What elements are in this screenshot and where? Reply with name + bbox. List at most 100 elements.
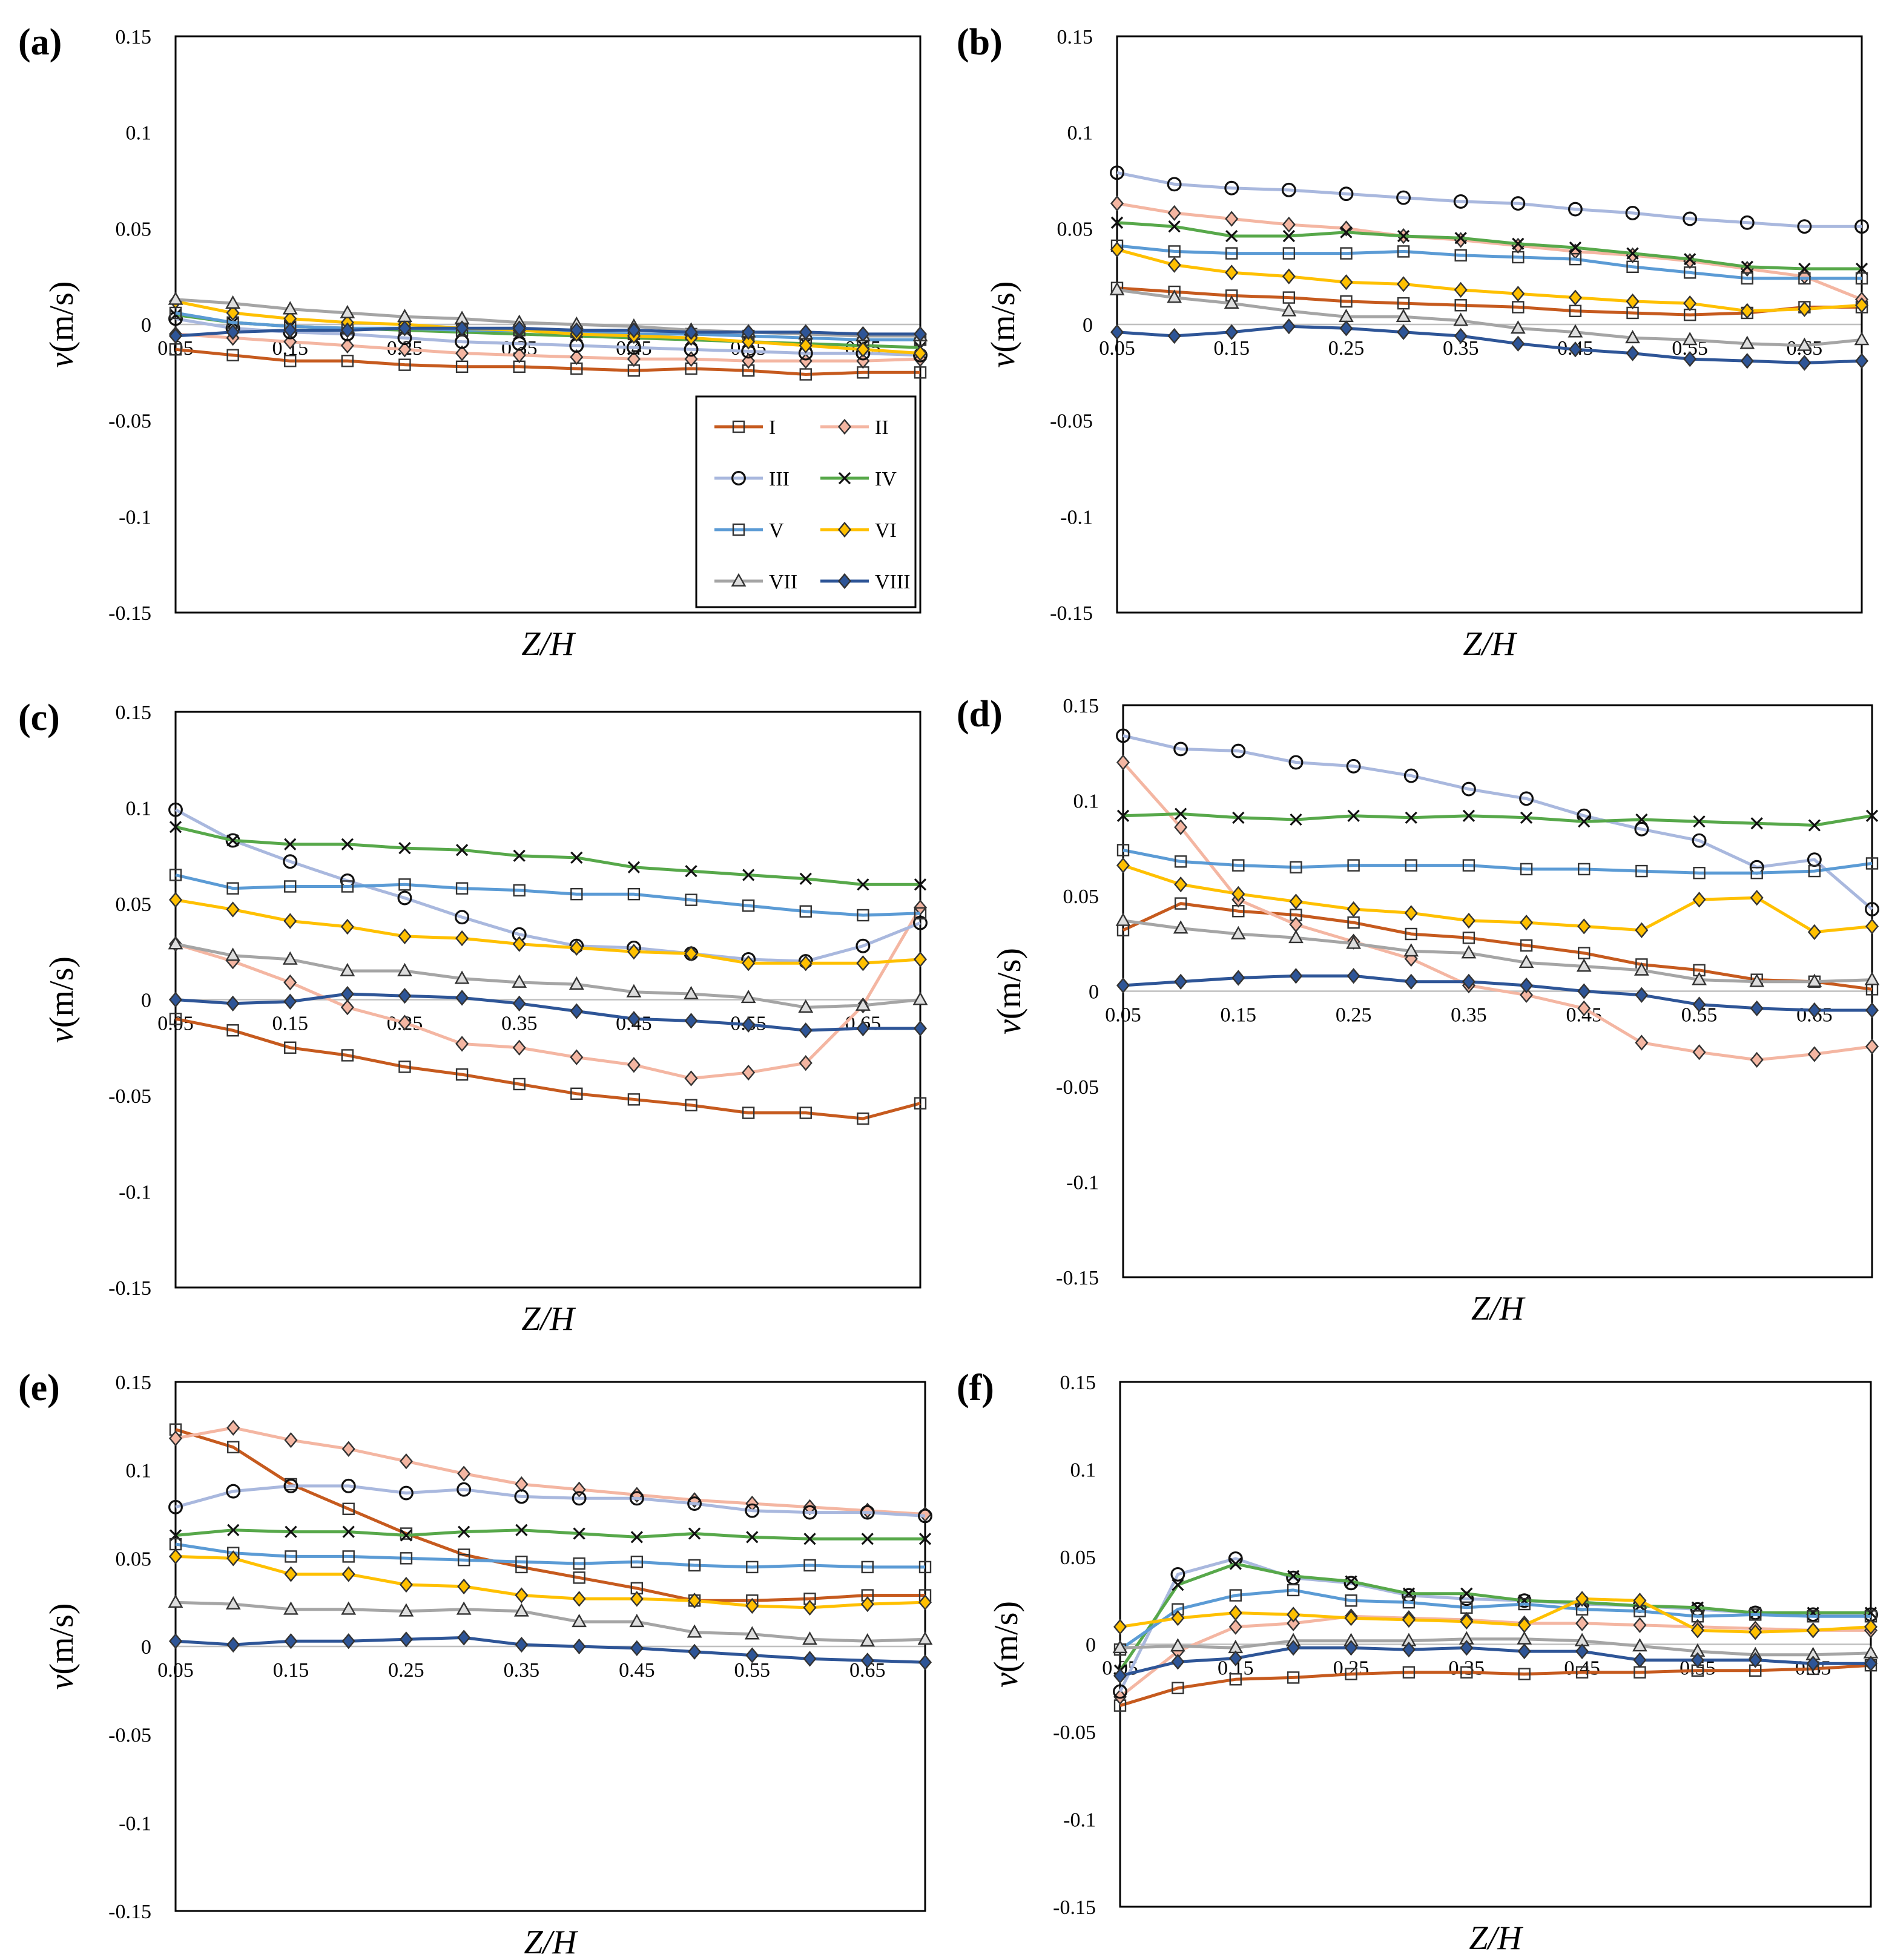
data-point-IV: [226, 834, 239, 847]
data-point-I: [627, 1093, 641, 1106]
data-point-VIII: [913, 326, 928, 342]
data-point-III: [455, 910, 470, 925]
data-point-I: [1229, 1673, 1242, 1686]
panel-label: (b): [957, 22, 1003, 63]
x-tick-label: 0.35: [1449, 1657, 1485, 1680]
data-point-IV: [398, 841, 411, 855]
data-point-VIII: [1397, 324, 1411, 340]
legend-marker-III: [731, 471, 746, 485]
data-point-V: [1116, 844, 1130, 857]
data-point-VII: [1749, 973, 1765, 987]
data-point-IV: [1168, 220, 1181, 233]
data-point-IV: [1225, 229, 1238, 243]
data-point-III: [1288, 755, 1304, 770]
series-line-VII: [1119, 1637, 1871, 1657]
data-point-IV: [400, 1529, 413, 1542]
data-point-V: [400, 1552, 413, 1565]
data-point-III: [1224, 180, 1239, 196]
data-point-VIII: [742, 324, 756, 340]
y-tick-label: 0: [1086, 1634, 1096, 1657]
data-point-V: [1174, 855, 1187, 868]
data-point-VI: [1690, 1622, 1704, 1639]
series-line-IV: [175, 825, 920, 886]
data-point-VII: [1167, 289, 1182, 303]
y-tick-label: -0.05: [108, 1725, 151, 1747]
data-point-VII: [168, 1594, 183, 1608]
data-point-VIII: [1460, 1640, 1474, 1656]
data-point-VI: [1633, 1593, 1647, 1609]
data-point-IV: [573, 1527, 585, 1540]
data-point-II: [1282, 216, 1296, 233]
data-point-V: [914, 907, 927, 920]
legend-label-VII: VII: [769, 571, 797, 593]
y-tick-label: -0.1: [1060, 506, 1093, 528]
data-point-I: [1340, 295, 1353, 308]
data-point-VII: [917, 1631, 933, 1645]
data-point-II: [1225, 211, 1239, 227]
data-point-VII: [1281, 303, 1297, 317]
data-point-VII: [1109, 281, 1125, 295]
x-tick-label: 0.05: [1105, 1004, 1141, 1027]
data-point-II: [627, 1057, 641, 1073]
legend-label-IV: IV: [875, 468, 897, 490]
data-point-V: [1282, 247, 1296, 260]
data-point-VII: [684, 985, 699, 999]
data-point-VII: [397, 962, 412, 976]
data-point-III: [913, 915, 928, 930]
data-point-VII: [340, 962, 355, 976]
data-point-VI: [1228, 1605, 1242, 1621]
panel-label: (c): [18, 697, 60, 738]
data-point-II: [340, 999, 354, 1016]
data-point-I: [1460, 1666, 1473, 1679]
data-point-II: [684, 1070, 698, 1087]
data-point-V: [799, 905, 812, 918]
data-point-V: [1345, 1594, 1357, 1607]
data-point-VI: [1740, 303, 1754, 319]
data-point-IV: [1684, 252, 1696, 266]
data-point-I: [1454, 299, 1467, 312]
data-point-II: [1174, 819, 1188, 835]
series-line-VIII: [1123, 974, 1872, 1012]
y-axis-title: v(m/s): [43, 956, 81, 1043]
data-point-VIII: [1402, 1642, 1416, 1658]
data-point-VII: [1854, 332, 1870, 346]
data-point-VI: [341, 1566, 355, 1582]
data-point-III: [1683, 211, 1698, 226]
data-point-V: [1855, 272, 1868, 285]
data-point-VI: [688, 1593, 702, 1609]
series-line-VII: [175, 942, 921, 1009]
data-point-I: [455, 1068, 469, 1081]
data-point-VI: [1344, 1610, 1358, 1626]
data-point-V: [1225, 247, 1238, 260]
data-point-IV: [1110, 216, 1124, 229]
series-line-III: [1123, 734, 1873, 910]
series-line-VI: [175, 898, 921, 965]
data-point-V: [1168, 245, 1181, 258]
x-tick-label: 0.45: [619, 1659, 655, 1682]
y-axis-symbol: v: [43, 1675, 81, 1690]
chart-panel-d: (d) -0.15 -0.1 -0.05 0 0.05 0.1 0.15 0.05 0.15 0.2…: [957, 694, 1880, 1327]
series-line-I: [175, 1428, 925, 1602]
data-point-VIII: [570, 1003, 584, 1019]
data-point-VII: [512, 974, 527, 988]
y-axis-symbol: v: [984, 353, 1022, 368]
data-point-III: [168, 802, 183, 817]
data-point-VI: [1287, 1606, 1301, 1623]
y-axis-symbol: v: [43, 1028, 81, 1043]
data-point-VI: [913, 345, 928, 361]
data-point-VIII: [630, 1640, 644, 1657]
y-axis-symbol: v: [987, 1672, 1025, 1688]
data-point-IV: [799, 872, 812, 885]
data-point-I: [169, 1012, 182, 1025]
data-point-VIII: [1225, 324, 1239, 340]
data-point-VIII: [1740, 353, 1754, 369]
data-point-III: [1281, 182, 1296, 197]
data-point-I: [914, 1097, 927, 1110]
data-point-V: [341, 880, 354, 893]
data-point-VI: [1462, 912, 1475, 929]
data-point-VII: [1230, 926, 1246, 939]
y-axis-title: v(m/s): [991, 948, 1028, 1034]
data-point-I: [742, 1107, 755, 1119]
series-line-VI: [1116, 248, 1862, 313]
